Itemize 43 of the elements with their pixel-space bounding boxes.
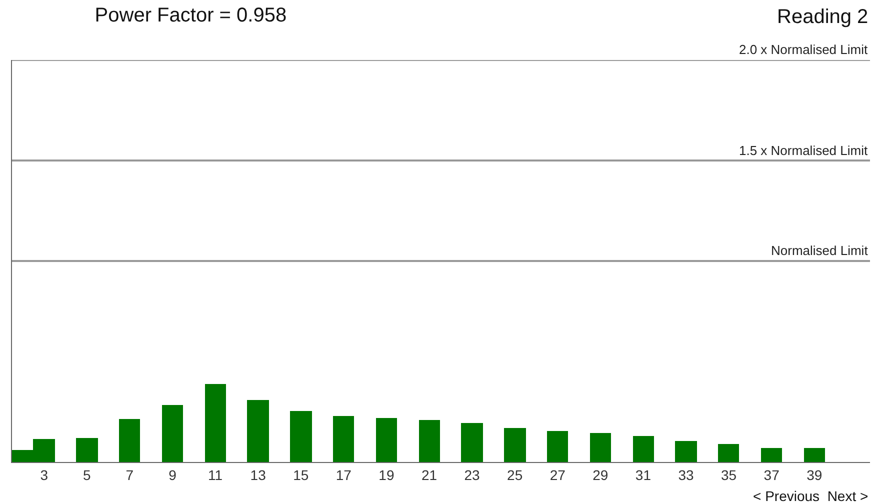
bar: [419, 420, 440, 462]
x-tick-label: 11: [208, 466, 223, 483]
text: < Previous Next >: [753, 488, 868, 504]
x-tick-label: 19: [378, 466, 394, 483]
ref-line-label: 2.0 x Normalised Limit: [739, 42, 868, 57]
bar: [205, 384, 226, 462]
bar: [633, 436, 654, 462]
x-tick-label: 37: [764, 466, 780, 483]
bar: [547, 431, 568, 462]
bar: [718, 444, 739, 462]
x-tick-label: 15: [293, 466, 309, 483]
bar: [804, 448, 825, 462]
x-tick-label: 3: [40, 466, 48, 483]
bar: [333, 416, 354, 462]
bar: [76, 438, 98, 462]
x-tick-label: 31: [635, 466, 652, 483]
bar: [119, 419, 140, 462]
bar: [247, 400, 269, 462]
ref-line-label: Normalised Limit: [771, 243, 868, 258]
bar: [461, 423, 483, 462]
x-tick-label: 27: [550, 466, 566, 483]
bar: [675, 441, 697, 462]
x-tick-label: 21: [421, 466, 438, 483]
x-tick-label: 23: [464, 466, 480, 483]
bar: [162, 405, 183, 462]
ref-line-label: 1.5 x Normalised Limit: [739, 143, 868, 158]
bar: [761, 448, 782, 462]
x-tick-label: 7: [126, 466, 134, 483]
x-tick-label: 39: [806, 466, 822, 483]
x-tick-label: 13: [250, 466, 266, 483]
x-tick-label: 9: [168, 466, 177, 483]
bar: [590, 433, 611, 462]
chart-title: Power Factor = 0.958: [94, 4, 287, 27]
x-tick-label: 5: [82, 466, 91, 483]
bar: [290, 411, 312, 462]
x-tick-label: 29: [592, 466, 608, 483]
bar: [376, 418, 397, 462]
text: Reading 2: [777, 6, 868, 28]
x-tick-label: 17: [336, 466, 352, 483]
x-tick-label: 25: [507, 466, 523, 483]
x-tick-label: 33: [678, 466, 694, 483]
x-tick-label: 35: [720, 466, 737, 483]
bar: [504, 428, 526, 462]
